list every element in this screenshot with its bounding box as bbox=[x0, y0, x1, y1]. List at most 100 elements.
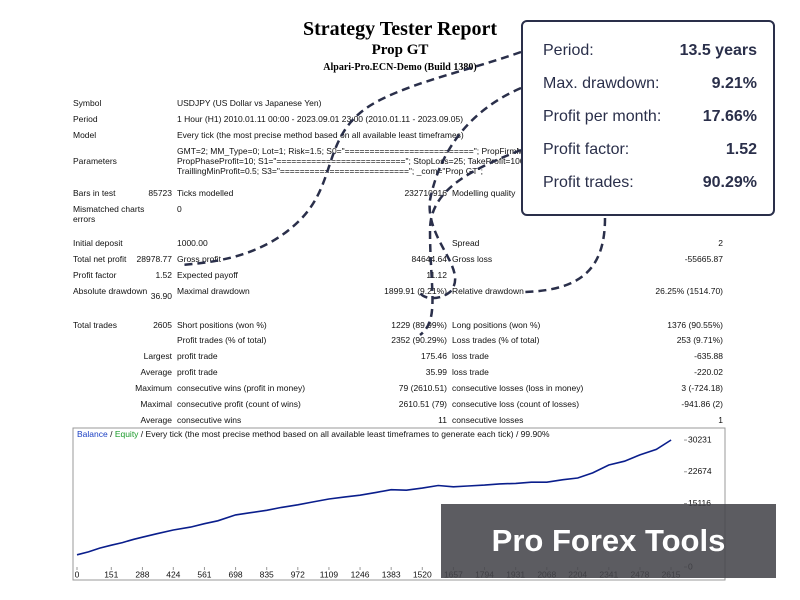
callout-line bbox=[524, 217, 607, 294]
summary-label: Profit factor: bbox=[543, 141, 630, 158]
cell-value: 26.25% (1514.70) bbox=[655, 286, 723, 296]
cell-label: Maximal drawdown bbox=[177, 286, 250, 296]
summary-card: Period: 13.5 years Max. drawdown: 9.21% Prof… bbox=[521, 20, 775, 216]
cell-value: 232710916 bbox=[404, 188, 447, 198]
cell-label: profit trade bbox=[177, 351, 218, 361]
cell-label: Gross profit bbox=[177, 254, 221, 264]
cell-label: Average bbox=[140, 415, 172, 425]
cell-label: Absolute drawdown bbox=[73, 286, 148, 296]
cell-label: Maximum bbox=[135, 383, 172, 393]
cell-label: loss trade bbox=[452, 367, 489, 377]
cell-value: 84644.64 bbox=[411, 254, 447, 264]
cell-label: Symbol bbox=[73, 98, 102, 108]
cell-value: 0 bbox=[177, 204, 182, 214]
legend-quality: 99.90% bbox=[521, 429, 550, 439]
cell-value: 2 bbox=[718, 238, 723, 248]
chart-legend: Balance / Equity / Every tick (the most … bbox=[77, 429, 550, 439]
cell-label: Average bbox=[140, 367, 172, 377]
cell-value: -220.02 bbox=[694, 367, 723, 377]
cell-value: -55665.87 bbox=[684, 254, 723, 264]
cell-label: Short positions (won %) bbox=[177, 320, 267, 330]
cell-value: 28978.77 bbox=[136, 254, 172, 264]
cell-value: 2605 bbox=[153, 320, 172, 330]
cell-label: loss trade bbox=[452, 351, 489, 361]
cell-value: 36.90 bbox=[150, 291, 172, 301]
cell-value: 11 bbox=[438, 415, 447, 425]
cell-label: consecutive losses (loss in money) bbox=[452, 383, 584, 393]
cell-label: Model bbox=[73, 130, 97, 140]
cell-label: Mismatched charts errors bbox=[73, 204, 145, 224]
cell-label: Profit factor bbox=[73, 270, 117, 280]
summary-item: Period: 13.5 years bbox=[543, 42, 757, 75]
cell-label: Gross loss bbox=[452, 254, 493, 264]
report-subtitle: Prop GT bbox=[371, 42, 429, 58]
cell-label: Long positions (won %) bbox=[452, 320, 541, 330]
summary-item: Profit factor: 1.52 bbox=[543, 141, 757, 174]
callout-lines bbox=[179, 50, 607, 336]
x-tick-label: 1109 bbox=[320, 569, 339, 579]
report-server: Alpari-Pro.ECN-Demo (Build 1380) bbox=[323, 62, 477, 73]
y-tick-label: 15116 bbox=[688, 498, 711, 508]
summary-value: 1.52 bbox=[725, 141, 757, 158]
legend-note: Every tick (the most precise method base… bbox=[146, 429, 514, 439]
summary-value: 9.21% bbox=[711, 75, 757, 92]
cell-label: consecutive profit (count of wins) bbox=[177, 399, 301, 409]
x-tick-label: 151 bbox=[104, 569, 118, 579]
callout-line bbox=[179, 50, 522, 267]
cell-value: 1 bbox=[718, 415, 723, 425]
cell-value: 1899.91 (9.21%) bbox=[384, 286, 447, 296]
cell-value: -941.86 (2) bbox=[681, 399, 723, 409]
x-tick-label: 835 bbox=[260, 569, 274, 579]
cell-label: profit trade bbox=[177, 367, 218, 377]
cell-value: GMT=2; MM_Type=0; Lot=1; Risk=1.5; S0="=… bbox=[177, 146, 686, 176]
cell-value: 253 (9.71%) bbox=[676, 335, 723, 345]
cell-value: 85723 bbox=[148, 188, 172, 198]
cell-label: consecutive losses bbox=[452, 415, 524, 425]
cell-value: 1000.00 bbox=[177, 238, 208, 248]
cell-label: Total net profit bbox=[73, 254, 127, 264]
summary-label: Max. drawdown: bbox=[543, 75, 660, 92]
x-tick-label: 1383 bbox=[382, 569, 401, 579]
x-tick-label: 424 bbox=[166, 569, 180, 579]
cell-label: Relative drawdown bbox=[452, 286, 524, 296]
summary-value: 17.66% bbox=[702, 108, 757, 125]
cell-value: 2610.51 (79) bbox=[398, 399, 447, 409]
summary-item: Profit per month: 17.66% bbox=[543, 108, 757, 141]
cell-label: Modelling quality bbox=[452, 188, 516, 198]
cell-label: Period bbox=[73, 114, 98, 124]
cell-value: 1376 (90.55%) bbox=[667, 320, 723, 330]
watermark: Pro Forex Tools bbox=[441, 504, 776, 578]
report-title: Strategy Tester Report bbox=[302, 18, 498, 40]
cell-label: Loss trades (% of total) bbox=[452, 335, 540, 345]
summary-value: 13.5 years bbox=[679, 42, 757, 59]
x-tick-label: 288 bbox=[135, 569, 149, 579]
cell-label: Parameters bbox=[73, 156, 117, 166]
cell-label: Expected payoff bbox=[177, 270, 238, 280]
summary-item: Profit trades: 90.29% bbox=[543, 174, 757, 207]
balance-line bbox=[76, 439, 672, 556]
y-tick-label: 30231 bbox=[688, 434, 712, 444]
summary-label: Period: bbox=[543, 42, 594, 59]
x-tick-label: 561 bbox=[197, 569, 211, 579]
cell-label: Profit trades (% of total) bbox=[177, 335, 267, 345]
cell-label: consecutive loss (count of losses) bbox=[452, 399, 580, 409]
summary-item: Max. drawdown: 9.21% bbox=[543, 75, 757, 108]
cell-label: Spread bbox=[452, 238, 480, 248]
cell-label: Largest bbox=[143, 351, 172, 361]
callout-line bbox=[418, 86, 522, 300]
cell-value: 79 (2610.51) bbox=[398, 383, 447, 393]
x-tick-label: 1520 bbox=[413, 569, 432, 579]
cell-label: Maximal bbox=[140, 399, 172, 409]
cell-label: Initial deposit bbox=[73, 238, 123, 248]
cell-value: 1229 (89.99%) bbox=[391, 320, 447, 330]
cell-value: 1 Hour (H1) 2010.01.11 00:00 - 2023.09.0… bbox=[177, 114, 464, 124]
cell-value: 35.99 bbox=[425, 367, 447, 377]
cell-value: Every tick (the most precise method base… bbox=[177, 130, 464, 140]
cell-label: Ticks modelled bbox=[177, 188, 234, 198]
legend-equity: Equity bbox=[115, 429, 139, 439]
cell-value: 2352 (90.29%) bbox=[391, 335, 447, 345]
x-tick-label: 0 bbox=[75, 569, 80, 579]
cell-value: 175.46 bbox=[421, 351, 447, 361]
x-tick-label: 1246 bbox=[351, 569, 370, 579]
